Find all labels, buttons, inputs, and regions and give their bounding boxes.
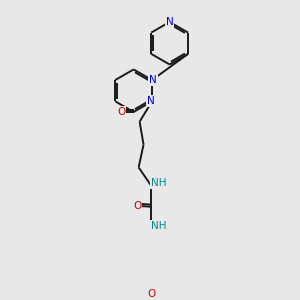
Text: O: O xyxy=(117,107,126,117)
Text: N: N xyxy=(149,75,157,85)
Text: NH: NH xyxy=(151,221,167,231)
Text: O: O xyxy=(133,201,141,211)
Text: N: N xyxy=(166,17,173,27)
Text: NH: NH xyxy=(151,178,166,188)
Text: N: N xyxy=(147,96,155,106)
Text: O: O xyxy=(148,289,156,299)
